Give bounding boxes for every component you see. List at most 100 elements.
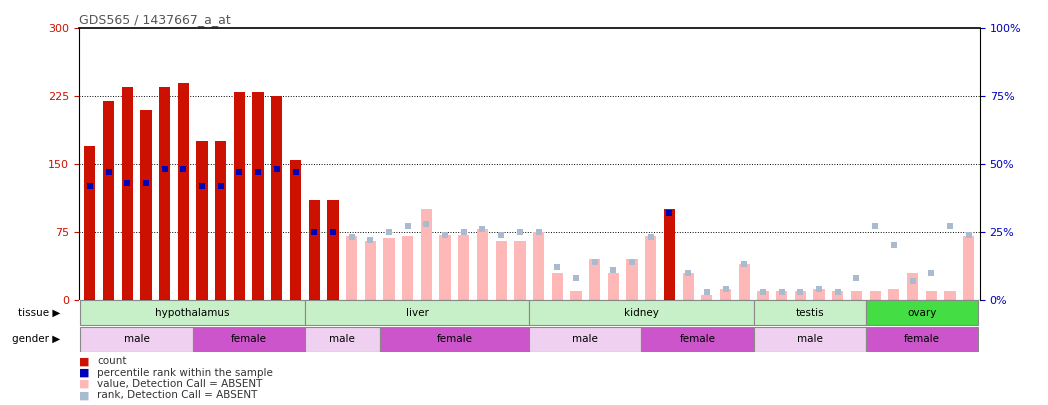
- Point: [474, 226, 490, 232]
- Bar: [754, 300, 866, 326]
- Bar: [196, 141, 208, 300]
- Bar: [533, 232, 544, 300]
- Bar: [754, 326, 866, 352]
- Point: [549, 264, 566, 271]
- Point: [118, 180, 135, 186]
- Text: gender ▶: gender ▶: [13, 334, 61, 344]
- Bar: [81, 300, 305, 326]
- Point: [380, 228, 397, 235]
- Bar: [758, 291, 768, 300]
- Text: liver: liver: [406, 308, 429, 318]
- Text: testis: testis: [795, 308, 824, 318]
- Bar: [140, 110, 152, 300]
- Bar: [421, 209, 432, 300]
- Point: [249, 169, 266, 175]
- Bar: [551, 273, 563, 300]
- Bar: [646, 237, 656, 300]
- Bar: [851, 291, 863, 300]
- Point: [493, 231, 509, 238]
- Bar: [305, 300, 529, 326]
- Bar: [866, 300, 978, 326]
- Text: ■: ■: [79, 356, 89, 367]
- Point: [194, 183, 211, 189]
- Bar: [365, 241, 376, 300]
- Point: [680, 269, 697, 276]
- Bar: [305, 326, 379, 352]
- Bar: [682, 273, 694, 300]
- Point: [82, 183, 99, 189]
- Point: [306, 228, 323, 235]
- Point: [829, 288, 846, 295]
- Bar: [813, 289, 825, 300]
- Point: [941, 223, 958, 230]
- Point: [848, 275, 865, 281]
- Point: [773, 288, 790, 295]
- Bar: [608, 273, 619, 300]
- Text: rank, Detection Call = ABSENT: rank, Detection Call = ABSENT: [97, 390, 258, 401]
- Point: [642, 234, 659, 241]
- Bar: [84, 146, 95, 300]
- Point: [736, 261, 752, 268]
- Text: ovary: ovary: [908, 308, 937, 318]
- Bar: [866, 326, 978, 352]
- Text: male: male: [329, 334, 355, 344]
- Point: [867, 223, 883, 230]
- Point: [923, 269, 940, 276]
- Point: [717, 286, 734, 292]
- Bar: [308, 200, 320, 300]
- Text: male: male: [124, 334, 150, 344]
- Text: GDS565 / 1437667_a_at: GDS565 / 1437667_a_at: [79, 13, 231, 26]
- Point: [456, 228, 473, 235]
- Point: [137, 180, 154, 186]
- Point: [437, 231, 454, 238]
- Bar: [832, 291, 844, 300]
- Text: male: male: [572, 334, 598, 344]
- Text: ■: ■: [79, 368, 89, 378]
- Bar: [529, 326, 641, 352]
- Text: hypothalamus: hypothalamus: [155, 308, 230, 318]
- Bar: [496, 241, 507, 300]
- Bar: [234, 92, 245, 300]
- Bar: [720, 289, 732, 300]
- Bar: [777, 291, 787, 300]
- Point: [605, 266, 621, 273]
- Text: value, Detection Call = ABSENT: value, Detection Call = ABSENT: [97, 379, 263, 389]
- Bar: [963, 237, 975, 300]
- Bar: [384, 238, 395, 300]
- Point: [811, 286, 828, 292]
- Text: percentile rank within the sample: percentile rank within the sample: [97, 368, 274, 378]
- Point: [231, 169, 247, 175]
- Bar: [253, 92, 264, 300]
- Bar: [925, 291, 937, 300]
- Point: [792, 288, 809, 295]
- Point: [568, 275, 585, 281]
- Bar: [379, 326, 529, 352]
- Point: [343, 234, 359, 241]
- Point: [699, 288, 716, 295]
- Point: [268, 166, 285, 173]
- Text: count: count: [97, 356, 127, 367]
- Bar: [907, 273, 918, 300]
- Text: male: male: [796, 334, 823, 344]
- Point: [418, 220, 435, 227]
- Bar: [271, 96, 282, 300]
- Bar: [794, 291, 806, 300]
- Bar: [701, 295, 713, 300]
- Point: [213, 183, 230, 189]
- Bar: [663, 209, 675, 300]
- Bar: [870, 291, 880, 300]
- Point: [661, 210, 678, 216]
- Point: [755, 288, 771, 295]
- Text: kidney: kidney: [624, 308, 659, 318]
- Point: [960, 231, 977, 238]
- Point: [325, 228, 342, 235]
- Bar: [570, 291, 582, 300]
- Text: ■: ■: [79, 379, 89, 389]
- Bar: [81, 326, 193, 352]
- Bar: [529, 300, 754, 326]
- Point: [287, 169, 304, 175]
- Bar: [215, 141, 226, 300]
- Text: female: female: [679, 334, 716, 344]
- Point: [399, 223, 416, 230]
- Bar: [515, 241, 525, 300]
